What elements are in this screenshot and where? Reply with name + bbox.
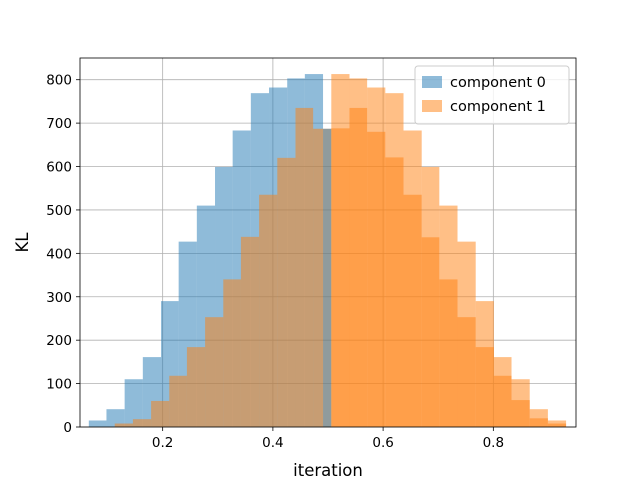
y-tick-label: 600 xyxy=(46,160,72,176)
legend-swatch-1 xyxy=(422,100,442,112)
y-tick-label: 400 xyxy=(46,246,72,262)
bar-series3-5 xyxy=(421,166,440,427)
bar-series0-2 xyxy=(124,379,143,427)
legend-label-0: component 0 xyxy=(450,75,546,91)
bar-series1-1 xyxy=(132,419,152,427)
bar-series1-5 xyxy=(205,317,224,427)
axes-frame xyxy=(79,57,577,428)
legend-label-1: component 1 xyxy=(450,99,546,115)
y-tick-label: 800 xyxy=(46,73,72,89)
bar-series3-9 xyxy=(493,357,512,427)
bar-series3-12 xyxy=(547,420,567,427)
y-tick-label: 300 xyxy=(46,290,72,306)
x-axis-label: iteration xyxy=(293,461,363,480)
legend-swatch-0 xyxy=(422,76,442,88)
bar-series1-0 xyxy=(114,423,133,427)
y-tick-label: 500 xyxy=(46,203,72,219)
bar-series3-10 xyxy=(511,379,530,427)
x-tick-label: 0.2 xyxy=(152,435,173,451)
y-tick-label: 100 xyxy=(46,377,72,393)
bar-series1-10 xyxy=(295,107,314,428)
bar-series3-7 xyxy=(457,241,476,427)
y-axis-label: KL xyxy=(13,232,32,253)
bar-series3-8 xyxy=(475,301,494,427)
bar-series3-0 xyxy=(331,74,350,428)
bar-series3-2 xyxy=(367,87,386,428)
bar-series3-6 xyxy=(439,205,458,427)
bar-series1-3 xyxy=(169,375,187,427)
bar-series1-7 xyxy=(240,236,260,427)
bar-series3-1 xyxy=(349,78,368,427)
axis-ticks: 0.2 0.4 0.6 0.8 0 100 200 300 400 500 600 700 800 xyxy=(46,73,504,451)
y-tick-label: 200 xyxy=(46,333,72,349)
bar-series1-2 xyxy=(151,400,170,427)
bar-series2-0 xyxy=(323,128,332,427)
bar-series3-11 xyxy=(529,409,548,427)
bar-series3-4 xyxy=(403,130,422,427)
bar-series1-6 xyxy=(223,279,241,427)
y-tick-label: 700 xyxy=(46,116,72,132)
bar-series1-4 xyxy=(186,347,206,427)
legend-box xyxy=(414,65,570,125)
legend: component 0 component 1 xyxy=(414,65,570,125)
bar-series1-9 xyxy=(277,157,296,428)
y-tick-label: 0 xyxy=(63,420,72,436)
x-tick-label: 0.6 xyxy=(372,435,393,451)
x-tick-label: 0.8 xyxy=(483,435,504,451)
bar-series3-3 xyxy=(385,93,404,428)
bar-series1-8 xyxy=(259,194,278,427)
histogram-bars xyxy=(88,74,567,428)
x-tick-label: 0.4 xyxy=(262,435,283,451)
bar-series0-0 xyxy=(88,420,107,427)
bar-series0-1 xyxy=(106,409,125,427)
